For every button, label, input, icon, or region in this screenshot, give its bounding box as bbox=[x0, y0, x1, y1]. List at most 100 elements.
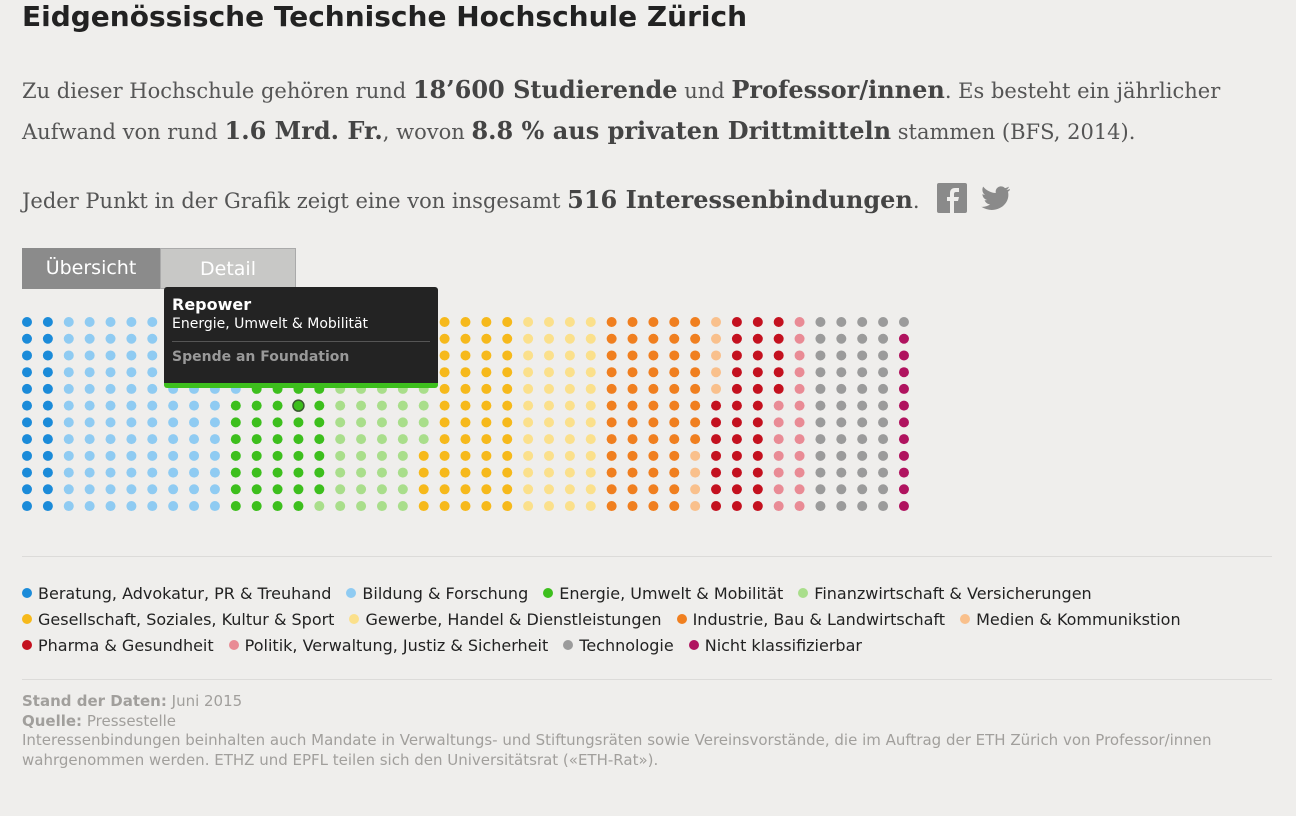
dot bbox=[711, 501, 722, 512]
data-date: Stand der Daten: Juni 2015 bbox=[22, 692, 1242, 712]
dot bbox=[335, 501, 346, 512]
dot bbox=[460, 434, 471, 445]
dot bbox=[230, 417, 241, 428]
dot bbox=[230, 434, 241, 445]
dot bbox=[42, 333, 53, 344]
dot bbox=[898, 434, 909, 445]
dot bbox=[22, 333, 32, 344]
dot bbox=[293, 484, 304, 495]
dot bbox=[356, 450, 367, 461]
dot bbox=[794, 367, 805, 378]
dot bbox=[585, 350, 596, 361]
dot bbox=[397, 467, 408, 478]
dot bbox=[251, 467, 262, 478]
dot bbox=[292, 399, 305, 412]
legend-label: Gewerbe, Handel & Dienstleistungen bbox=[365, 609, 662, 629]
dot bbox=[773, 501, 784, 512]
legend-label: Finanzwirtschaft & Versicherungen bbox=[814, 583, 1092, 603]
dot bbox=[418, 484, 429, 495]
dot bbox=[773, 333, 784, 344]
dot bbox=[773, 383, 784, 394]
label: Stand der Daten: bbox=[22, 692, 167, 710]
dot bbox=[564, 417, 575, 428]
dot bbox=[293, 417, 304, 428]
dot bbox=[105, 467, 116, 478]
dot bbox=[502, 350, 513, 361]
dot bbox=[898, 350, 909, 361]
dot bbox=[481, 450, 492, 461]
dot bbox=[815, 467, 826, 478]
dot bbox=[42, 417, 53, 428]
divider bbox=[22, 679, 1272, 680]
dot bbox=[523, 333, 534, 344]
dot bbox=[314, 417, 325, 428]
tooltip-kind: Spende an Foundation bbox=[172, 349, 350, 365]
dot bbox=[752, 484, 763, 495]
dot bbox=[230, 484, 241, 495]
dot bbox=[711, 417, 722, 428]
twitter-icon[interactable] bbox=[981, 186, 1010, 210]
dot bbox=[752, 383, 763, 394]
dot bbox=[878, 400, 889, 411]
dot bbox=[669, 434, 680, 445]
dot bbox=[564, 450, 575, 461]
dot bbox=[523, 367, 534, 378]
dot bbox=[356, 501, 367, 512]
dot bbox=[105, 350, 116, 361]
legend-swatch bbox=[22, 588, 32, 598]
dot bbox=[898, 333, 909, 344]
dot bbox=[773, 434, 784, 445]
dot bbox=[711, 467, 722, 478]
dot bbox=[690, 434, 701, 445]
dot bbox=[752, 317, 763, 327]
dot bbox=[627, 400, 638, 411]
dot bbox=[544, 484, 554, 495]
dot bbox=[502, 367, 513, 378]
dot bbox=[502, 501, 513, 512]
dot bbox=[669, 484, 680, 495]
dot bbox=[669, 350, 680, 361]
dot bbox=[815, 417, 826, 428]
dot bbox=[42, 501, 53, 512]
dot bbox=[794, 333, 805, 344]
dot bbox=[898, 484, 909, 495]
dot bbox=[857, 434, 868, 445]
tooltip-category: Energie, Umwelt & Mobilität bbox=[172, 316, 369, 332]
legend-label: Politik, Verwaltung, Justiz & Sicherheit bbox=[244, 635, 549, 655]
dot bbox=[460, 367, 471, 378]
dot bbox=[690, 400, 701, 411]
dot bbox=[648, 501, 659, 512]
dot bbox=[63, 417, 74, 428]
dot bbox=[460, 417, 471, 428]
dot bbox=[606, 417, 617, 428]
legend-label: Pharma & Gesundheit bbox=[38, 635, 214, 655]
dot bbox=[147, 333, 158, 344]
dot bbox=[627, 501, 638, 512]
dot bbox=[794, 450, 805, 461]
dot bbox=[752, 450, 763, 461]
dot bbox=[397, 400, 408, 411]
highlight: 8.8 % aus privaten Drittmitteln bbox=[471, 116, 892, 145]
dot bbox=[439, 467, 450, 478]
dot bbox=[627, 484, 638, 495]
facebook-icon[interactable] bbox=[937, 183, 967, 213]
dot bbox=[502, 383, 513, 394]
dot bbox=[105, 317, 116, 327]
dot bbox=[815, 383, 826, 394]
dot bbox=[460, 400, 471, 411]
dot bbox=[857, 367, 868, 378]
dot bbox=[606, 484, 617, 495]
tab-detail[interactable]: Detail bbox=[160, 248, 296, 289]
dot bbox=[815, 501, 826, 512]
tab-overview[interactable]: Übersicht bbox=[22, 248, 160, 289]
dot bbox=[22, 383, 32, 394]
dot bbox=[564, 467, 575, 478]
dot bbox=[293, 501, 304, 512]
dot bbox=[84, 350, 95, 361]
dot bbox=[63, 400, 74, 411]
dot bbox=[251, 484, 262, 495]
dot bbox=[627, 333, 638, 344]
dot bbox=[272, 501, 283, 512]
dot bbox=[523, 434, 534, 445]
